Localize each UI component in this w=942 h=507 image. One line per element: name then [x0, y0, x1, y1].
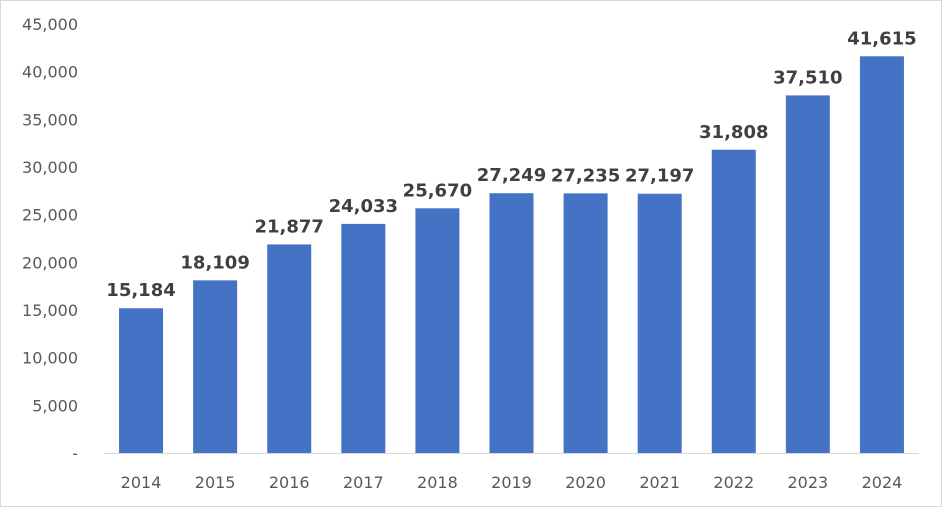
data-label: 15,184	[106, 280, 175, 301]
y-axis-ticks: - 5,000 10,000 15,000 20,000 25,000 30,000 35,0…	[22, 15, 78, 463]
bar	[193, 280, 238, 453]
x-tick-label: 2017	[343, 473, 384, 492]
x-tick-label: 2018	[417, 473, 458, 492]
y-tick-label: -	[72, 444, 78, 463]
x-tick-label: 2014	[121, 473, 162, 492]
bar	[711, 149, 756, 453]
bar	[119, 308, 164, 453]
data-label: 31,808	[699, 122, 768, 143]
x-tick-label: 2015	[195, 473, 236, 492]
bar	[267, 244, 312, 453]
data-label: 18,109	[180, 252, 249, 273]
x-tick-label: 2021	[639, 473, 680, 492]
data-label: 41,615	[847, 28, 916, 49]
y-tick-label: 25,000	[22, 206, 78, 225]
data-label: 27,235	[551, 165, 620, 186]
bar	[859, 56, 904, 454]
bar	[341, 223, 386, 453]
data-label: 25,670	[403, 180, 472, 201]
bar	[563, 193, 608, 453]
bar	[415, 208, 460, 453]
y-tick-label: 30,000	[22, 158, 78, 177]
y-tick-label: 15,000	[22, 301, 78, 320]
data-label: 21,877	[254, 216, 323, 237]
data-label: 27,197	[625, 166, 694, 187]
y-tick-label: 5,000	[32, 396, 78, 415]
data-label: 24,033	[329, 196, 398, 217]
bar	[489, 193, 534, 453]
x-axis-ticks: 2014 2015 2016 2017 2018 2019 2020 2021 2022 2023…	[121, 473, 903, 492]
y-tick-label: 10,000	[22, 349, 78, 368]
y-tick-label: 45,000	[22, 15, 78, 34]
bar	[785, 95, 830, 453]
y-tick-label: 40,000	[22, 63, 78, 82]
x-tick-label: 2023	[788, 473, 829, 492]
y-tick-label: 35,000	[22, 110, 78, 129]
data-label: 37,510	[773, 67, 842, 88]
x-tick-label: 2024	[862, 473, 903, 492]
bar	[637, 193, 682, 454]
y-tick-label: 20,000	[22, 253, 78, 272]
bars	[119, 56, 904, 454]
x-tick-label: 2016	[269, 473, 310, 492]
x-tick-label: 2020	[565, 473, 606, 492]
x-tick-label: 2022	[713, 473, 754, 492]
x-tick-label: 2019	[491, 473, 532, 492]
data-label: 27,249	[477, 165, 546, 186]
